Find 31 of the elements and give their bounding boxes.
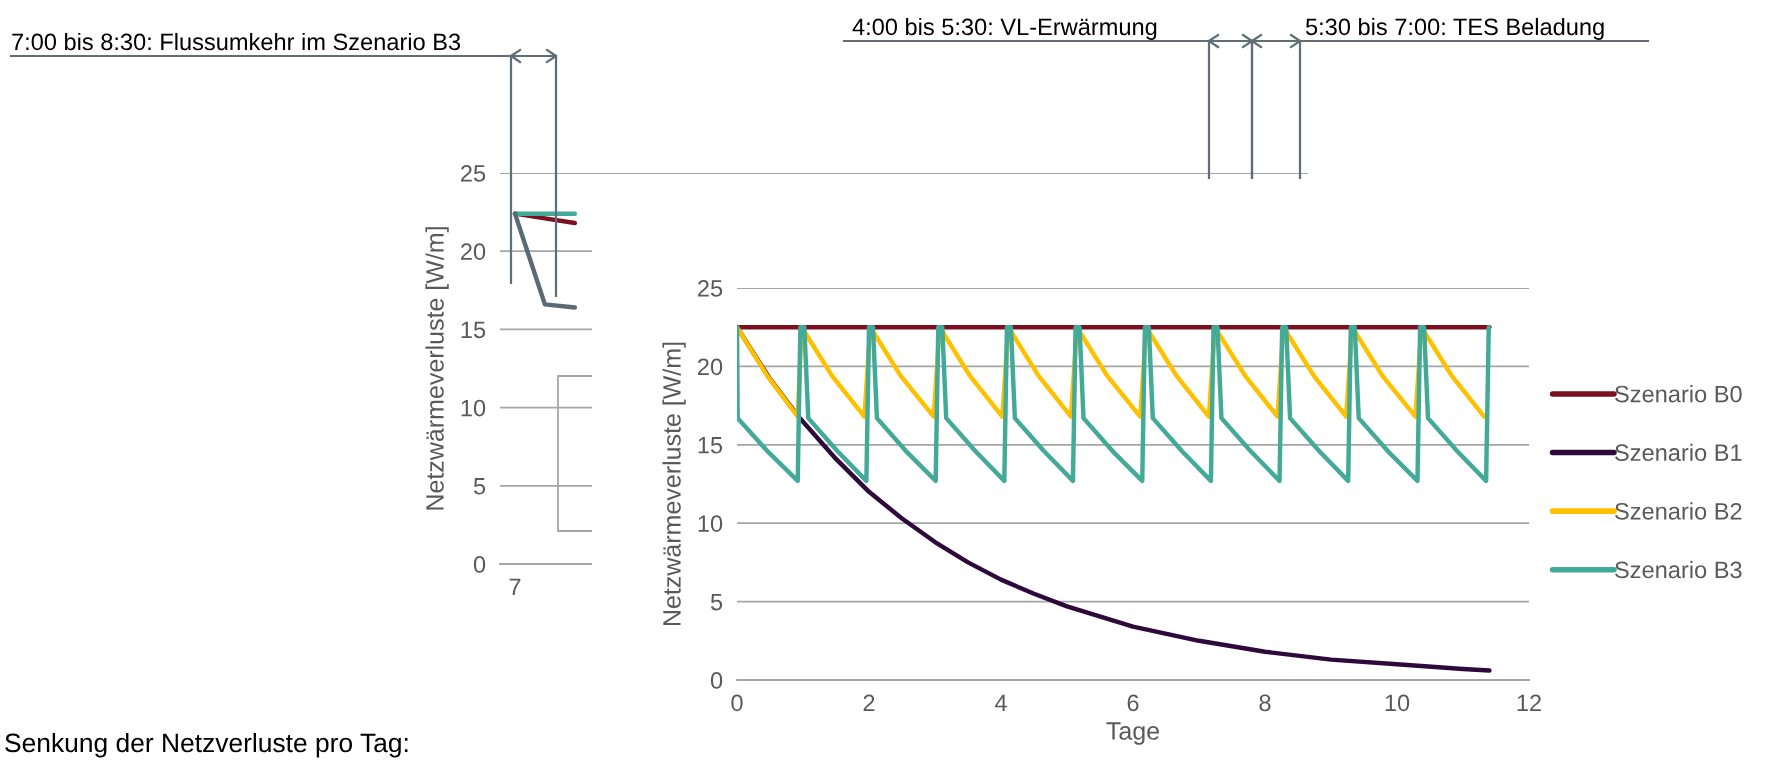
text: 7:00 bis 8:30: Flussumkehr im Szenario B3 [12, 32, 461, 51]
text: 5:30 bis 7:00: TES Beladung [1305, 17, 1604, 40]
y-tick-label: 15 [461, 321, 486, 339]
x-tick-label: 0 [731, 694, 743, 712]
y-axis-title: Netzwärmeverluste [W/m] [662, 342, 686, 626]
x-tick-label: 6 [1127, 694, 1139, 712]
y-tick-label: 25 [461, 165, 486, 182]
y-tick-label: 5 [710, 593, 723, 611]
x-tick-label: 7 [509, 578, 521, 595]
x-tick-label: 4 [994, 694, 1007, 711]
y-tick-label: 15 [698, 437, 723, 454]
y-tick-label: 20 [461, 243, 486, 260]
x-tick-label: 12 [1517, 694, 1541, 711]
y-tick-label: 0 [473, 556, 486, 573]
y-axis-title: Netzwärmeverluste [W/m] [425, 227, 449, 510]
legend-label: Szenario B1 [1615, 443, 1742, 462]
x-axis-title: Tage [1106, 722, 1159, 745]
x-tick-label: 8 [1259, 694, 1271, 712]
text: Senkung der Netzverluste pro Tag: [5, 732, 408, 758]
y-tick-label: 10 [461, 399, 486, 417]
x-tick-label: 2 [863, 694, 875, 711]
y-tick-label: 5 [473, 478, 486, 495]
y-tick-label: 0 [710, 672, 723, 689]
legend-label: Szenario B2 [1615, 502, 1742, 520]
x-tick-label: 10 [1385, 694, 1410, 712]
y-tick-label: 25 [698, 280, 723, 297]
legend-label: Szenario B0 [1615, 385, 1742, 403]
legend-label: Szenario B3 [1615, 560, 1742, 579]
y-tick-label: 20 [698, 358, 723, 376]
y-tick-label: 10 [698, 515, 723, 532]
text: 4:00 bis 5:30: VL-Erwärmung [852, 17, 1157, 40]
